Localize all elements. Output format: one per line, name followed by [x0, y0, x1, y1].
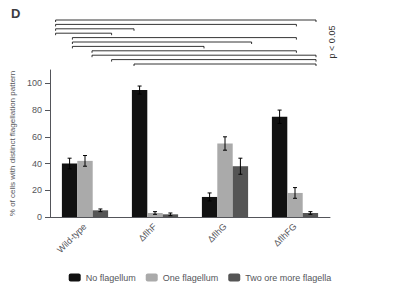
svg-text:20: 20 [32, 185, 42, 195]
svg-text:Wild-type: Wild-type [55, 221, 89, 255]
svg-text:No flagellum: No flagellum [86, 273, 136, 283]
svg-text:60: 60 [32, 132, 42, 142]
svg-text:0: 0 [37, 212, 42, 222]
svg-text:40: 40 [32, 159, 42, 169]
svg-text:ΔflhFG: ΔflhFG [272, 221, 299, 248]
svg-text:ΔflhF: ΔflhF [137, 221, 159, 243]
svg-text:Two ore more flagella: Two ore more flagella [245, 273, 331, 283]
svg-text:p < 0.05: p < 0.05 [327, 26, 337, 59]
svg-text:100: 100 [27, 78, 42, 88]
svg-text:One flagellum: One flagellum [163, 273, 219, 283]
svg-text:D: D [11, 6, 20, 21]
svg-text:80: 80 [32, 105, 42, 115]
svg-text:ΔflhG: ΔflhG [206, 221, 229, 244]
svg-text:% of cells with distinct flage: % of cells with distinct flagellation pa… [8, 71, 17, 216]
